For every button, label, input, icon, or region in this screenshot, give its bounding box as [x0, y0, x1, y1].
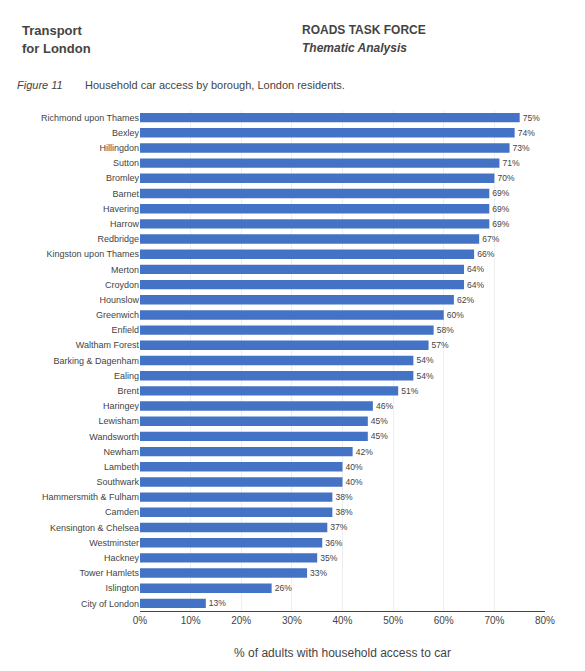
svg-text:57%: 57% — [432, 340, 450, 350]
svg-text:45%: 45% — [371, 416, 389, 426]
svg-text:Transport: Transport — [22, 23, 83, 38]
svg-text:Havering: Havering — [103, 204, 139, 214]
svg-text:73%: 73% — [513, 143, 531, 153]
svg-text:66%: 66% — [477, 249, 495, 259]
svg-text:26%: 26% — [275, 583, 293, 593]
svg-text:Barking & Dagenham: Barking & Dagenham — [53, 356, 139, 366]
svg-text:Hounslow: Hounslow — [99, 295, 139, 305]
svg-text:42%: 42% — [356, 447, 374, 457]
svg-text:46%: 46% — [376, 401, 394, 411]
svg-text:Brent: Brent — [117, 386, 139, 396]
svg-text:74%: 74% — [518, 128, 536, 138]
svg-text:36%: 36% — [325, 538, 343, 548]
svg-text:50%: 50% — [383, 615, 403, 626]
svg-text:51%: 51% — [401, 386, 419, 396]
svg-text:Ealing: Ealing — [114, 371, 139, 381]
svg-text:Sutton: Sutton — [113, 158, 139, 168]
svg-text:80%: 80% — [535, 615, 555, 626]
svg-text:10%: 10% — [181, 615, 201, 626]
svg-text:38%: 38% — [335, 492, 353, 502]
svg-text:Southwark: Southwark — [96, 477, 139, 487]
svg-text:Westminster: Westminster — [89, 538, 139, 548]
svg-text:70%: 70% — [484, 615, 504, 626]
svg-text:35%: 35% — [320, 553, 338, 563]
svg-text:Waltham Forest: Waltham Forest — [76, 340, 140, 350]
svg-text:62%: 62% — [457, 295, 475, 305]
svg-text:69%: 69% — [492, 219, 510, 229]
svg-text:40%: 40% — [346, 477, 364, 487]
svg-text:Harrow: Harrow — [110, 219, 140, 229]
svg-text:64%: 64% — [467, 280, 485, 290]
svg-text:0%: 0% — [133, 615, 148, 626]
svg-text:54%: 54% — [416, 371, 434, 381]
svg-text:Haringey: Haringey — [103, 401, 140, 411]
svg-text:Kensington & Chelsea: Kensington & Chelsea — [50, 523, 139, 533]
svg-text:Hackney: Hackney — [104, 553, 140, 563]
svg-text:Bromley: Bromley — [106, 173, 140, 183]
svg-text:45%: 45% — [371, 431, 389, 441]
svg-text:33%: 33% — [310, 568, 328, 578]
svg-text:Camden: Camden — [105, 507, 139, 517]
svg-text:58%: 58% — [437, 325, 455, 335]
svg-text:60%: 60% — [447, 310, 465, 320]
svg-text:Tower Hamlets: Tower Hamlets — [79, 568, 139, 578]
svg-text:Wandsworth: Wandsworth — [89, 432, 139, 442]
svg-text:38%: 38% — [335, 507, 353, 517]
svg-text:Croydon: Croydon — [105, 280, 139, 290]
svg-text:Bexley: Bexley — [112, 128, 140, 138]
svg-text:20%: 20% — [231, 615, 251, 626]
svg-text:37%: 37% — [330, 522, 348, 532]
svg-text:Greenwich: Greenwich — [96, 310, 139, 320]
svg-text:70%: 70% — [497, 173, 515, 183]
svg-text:Thematic Analysis: Thematic Analysis — [302, 41, 407, 55]
svg-text:13%: 13% — [209, 598, 227, 608]
svg-text:67%: 67% — [482, 234, 500, 244]
svg-text:40%: 40% — [346, 462, 364, 472]
svg-text:Islington: Islington — [105, 583, 139, 593]
svg-text:ROADS TASK FORCE: ROADS TASK FORCE — [302, 23, 426, 37]
svg-text:54%: 54% — [416, 355, 434, 365]
svg-text:Enfield: Enfield — [111, 325, 139, 335]
svg-text:Household car access by boroug: Household car access by borough, London … — [85, 79, 345, 91]
svg-text:Richmond upon Thames: Richmond upon Thames — [41, 113, 139, 123]
svg-text:69%: 69% — [492, 188, 510, 198]
svg-text:71%: 71% — [502, 158, 520, 168]
svg-text:Hammersmith & Fulham: Hammersmith & Fulham — [42, 492, 139, 502]
svg-text:30%: 30% — [282, 615, 302, 626]
svg-text:for London: for London — [22, 41, 91, 56]
svg-text:Lambeth: Lambeth — [104, 462, 139, 472]
svg-text:City of London: City of London — [81, 599, 139, 609]
svg-text:Merton: Merton — [111, 265, 139, 275]
svg-text:40%: 40% — [332, 615, 352, 626]
svg-text:Figure 11: Figure 11 — [17, 79, 63, 91]
svg-text:Lewisham: Lewisham — [98, 416, 139, 426]
svg-text:60%: 60% — [434, 615, 454, 626]
svg-text:75%: 75% — [523, 113, 541, 123]
svg-text:Newham: Newham — [103, 447, 139, 457]
svg-text:64%: 64% — [467, 264, 485, 274]
svg-text:69%: 69% — [492, 204, 510, 214]
svg-text:Redbridge: Redbridge — [97, 234, 139, 244]
svg-text:% of adults with household acc: % of adults with household access to car — [234, 646, 451, 660]
svg-text:Kingston upon Thames: Kingston upon Thames — [47, 249, 140, 259]
svg-text:Hillingdon: Hillingdon — [99, 143, 139, 153]
svg-text:Barnet: Barnet — [112, 189, 139, 199]
